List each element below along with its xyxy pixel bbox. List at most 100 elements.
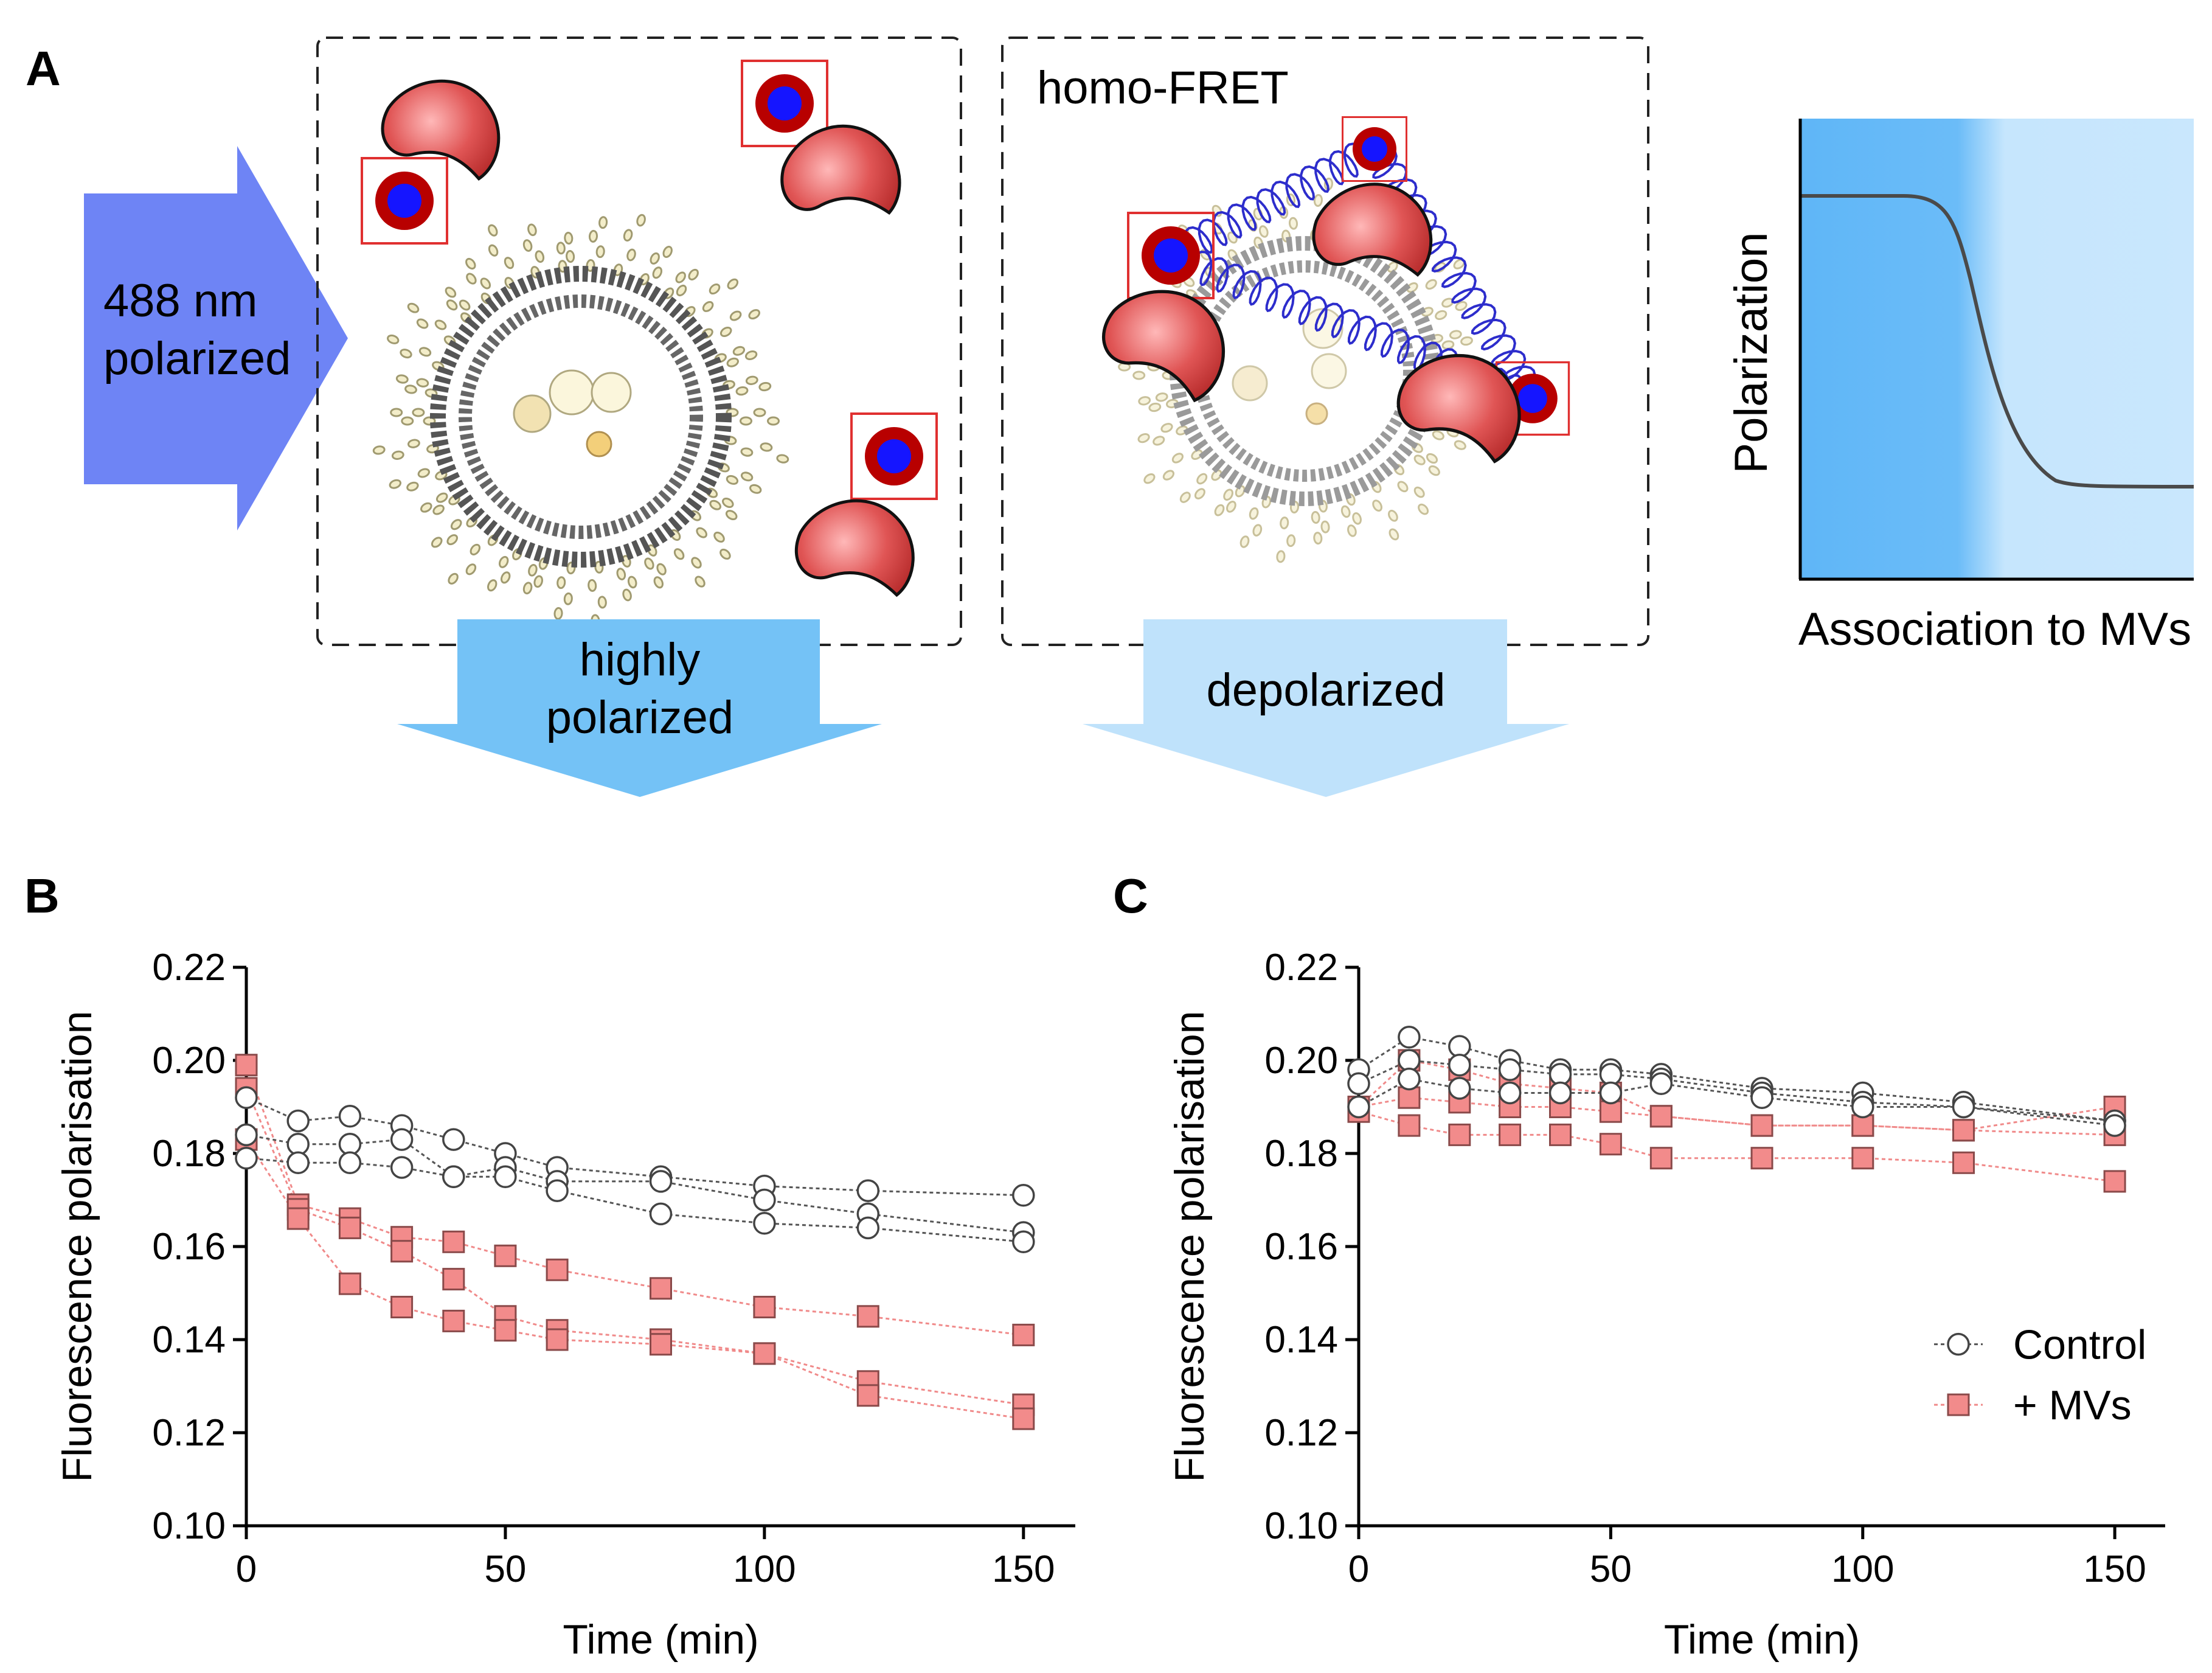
control-point [390, 1128, 414, 1151]
lipid-headgroup [420, 502, 432, 513]
lipid-headgroup [533, 575, 543, 588]
lipid-headgroup [1454, 440, 1466, 450]
mvs-point [1499, 1123, 1522, 1146]
lipid-headgroup [1432, 430, 1444, 440]
lipid-headgroup [673, 548, 685, 560]
control-series-line [246, 1133, 1024, 1234]
lipid-headgroup [1155, 392, 1168, 402]
fret-coil [1168, 134, 1382, 270]
mvs-series-line [245, 1139, 1024, 1420]
mvs-point [442, 1268, 465, 1291]
highly-polarized-arrow [397, 619, 882, 797]
x-tick-label: 100 [733, 1548, 796, 1590]
x-tick-label: 150 [2083, 1548, 2146, 1590]
mvs-point [442, 1309, 465, 1332]
lipid-headgroup [395, 374, 409, 384]
lipid-headgroup [636, 214, 646, 227]
lipid-headgroup [748, 309, 760, 320]
lipid-headgroup [1313, 532, 1323, 545]
lipid-headgroup [389, 479, 401, 489]
lipid-headgroup [387, 334, 400, 344]
lipid-headgroup [488, 244, 499, 257]
lipid-headgroup [1137, 433, 1150, 443]
mvs-point [338, 1216, 361, 1239]
lipid-headgroup [556, 242, 566, 255]
control-point [2103, 1114, 2126, 1137]
mvs-point [2103, 1170, 2126, 1193]
lipid-headgroup [722, 498, 734, 508]
lipid-headgroup [1226, 501, 1236, 513]
y-tick-label: 0.12 [1264, 1412, 1338, 1454]
mvs-point [650, 1277, 672, 1300]
mvs-series-line [245, 1088, 1024, 1406]
lipid-headgroup [390, 408, 403, 417]
mvs-point [1599, 1133, 1622, 1156]
lipid-headgroup [627, 576, 637, 589]
lipid-headgroup [480, 277, 491, 290]
control-point [1649, 1072, 1673, 1096]
lipid-headgroup [1179, 492, 1191, 503]
fluorophore-icon [361, 157, 448, 245]
control-point [649, 1170, 673, 1193]
mini-plot-curve [1800, 194, 2194, 489]
mvs-series-line [1358, 1096, 2115, 1136]
y-tick-label: 0.12 [152, 1412, 226, 1454]
lipid-headgroup [732, 346, 746, 356]
lipid-headgroup [726, 475, 739, 485]
lipid-headgroup [404, 384, 417, 394]
lipid-headgroup [726, 357, 739, 367]
lipid-headgroup [760, 442, 773, 452]
mini-plot-xlabel: Association to MVs [1798, 603, 2191, 655]
mvs-point [546, 1328, 569, 1351]
lipid-headgroup [776, 454, 789, 464]
lipid-headgroup [372, 445, 386, 455]
lipid-headgroup [719, 327, 732, 337]
lipid-headgroup [735, 386, 749, 396]
mvs-point [235, 1054, 258, 1077]
excitation-label-line2: polarized [103, 333, 291, 384]
lipid-headgroup [588, 579, 597, 592]
lipid-headgroup [412, 408, 425, 417]
lipid-headgroup [522, 582, 533, 595]
x-tick-label: 50 [484, 1548, 526, 1590]
lipid-headgroup [1320, 520, 1330, 534]
lipid-headgroup [696, 527, 707, 538]
control-point [856, 1179, 880, 1202]
mini-plot-background [1800, 119, 2194, 579]
mvs-point [650, 1333, 672, 1356]
lipid-headgroup [416, 378, 429, 388]
mvs-point [1952, 1119, 1975, 1142]
mvs-point [856, 1384, 879, 1407]
y-tick-label: 0.14 [1264, 1319, 1338, 1361]
lipid-headgroup [695, 576, 706, 588]
lipid-headgroup [417, 468, 430, 478]
lipid-headgroup [1235, 485, 1246, 498]
lipid-headgroup [1455, 301, 1468, 311]
mvs-point [442, 1230, 465, 1253]
lipid-headgroup [416, 318, 429, 329]
lipid-headgroup [1406, 282, 1418, 293]
y-tick-label: 0.14 [152, 1319, 226, 1361]
lipid-headgroup [1138, 396, 1151, 406]
control-series-line [246, 1157, 1024, 1243]
mvs-point [1549, 1123, 1572, 1146]
lipid-headgroup [653, 576, 664, 589]
lipid-headgroup [598, 216, 608, 229]
mvs-point [338, 1272, 361, 1295]
lipid-headgroup [528, 563, 538, 577]
control-point [1498, 1058, 1522, 1082]
lipid-headgroup [445, 287, 457, 298]
highly-polarized-label-line1: highly [580, 634, 701, 686]
y-tick-label: 0.20 [152, 1040, 226, 1082]
polarization-schematic-plot: Polarization Association to MVs [1725, 119, 2194, 655]
mvs-point [1398, 1086, 1421, 1109]
lipid-headgroup [1211, 469, 1222, 481]
control-point [753, 1188, 776, 1212]
x-axis-title: Time (min) [563, 1616, 758, 1663]
lipid-headgroup [1239, 535, 1250, 548]
mvs-point [390, 1240, 414, 1263]
lipid-headgroup [744, 350, 758, 360]
lipid-headgroup [465, 257, 476, 270]
lipid-headgroup [535, 250, 545, 263]
lipid-headgroup [1288, 217, 1298, 230]
